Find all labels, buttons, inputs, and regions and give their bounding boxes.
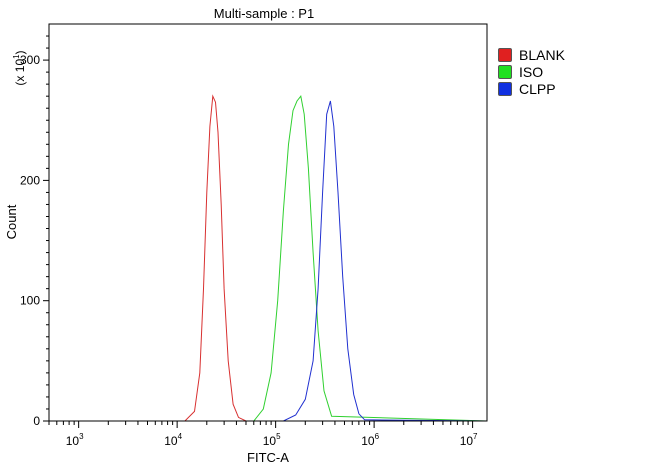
legend-label-iso: ISO	[519, 63, 544, 80]
y-axis-multiplier: (x 101)	[12, 50, 27, 85]
y-tick-label: 300	[20, 53, 40, 67]
series-line-clpp	[49, 100, 488, 422]
y-axis-label: Count	[4, 204, 19, 239]
x-axis-label: FITC-A	[247, 450, 289, 465]
series-layer	[49, 94, 488, 422]
axis-layer: 0 100 200 300 103 104 105 106 107	[20, 23, 488, 448]
y-tick-label: 100	[20, 294, 40, 308]
legend-swatch-clpp	[498, 81, 512, 96]
x-tick-label: 106	[361, 432, 379, 448]
chart-title: Multi-sample : P1	[214, 6, 314, 21]
legend-item-clpp: CLPP	[498, 80, 565, 97]
legend-swatch-blank	[498, 47, 512, 62]
y-tick-label: 200	[20, 173, 40, 187]
x-tick-label: 104	[164, 432, 182, 448]
legend: BLANK ISO CLPP	[498, 46, 565, 97]
x-tick-label: 103	[66, 432, 84, 448]
legend-swatch-iso	[498, 64, 512, 79]
x-tick-label: 105	[263, 432, 281, 448]
legend-label-blank: BLANK	[519, 46, 565, 63]
y-tick-label: 0	[33, 414, 40, 428]
x-tick-label: 107	[460, 432, 478, 448]
legend-label-clpp: CLPP	[519, 80, 556, 97]
legend-item-blank: BLANK	[498, 46, 565, 63]
series-line-blank	[49, 94, 487, 422]
plot-frame	[48, 23, 488, 422]
legend-item-iso: ISO	[498, 63, 565, 80]
series-line-iso	[49, 95, 488, 422]
